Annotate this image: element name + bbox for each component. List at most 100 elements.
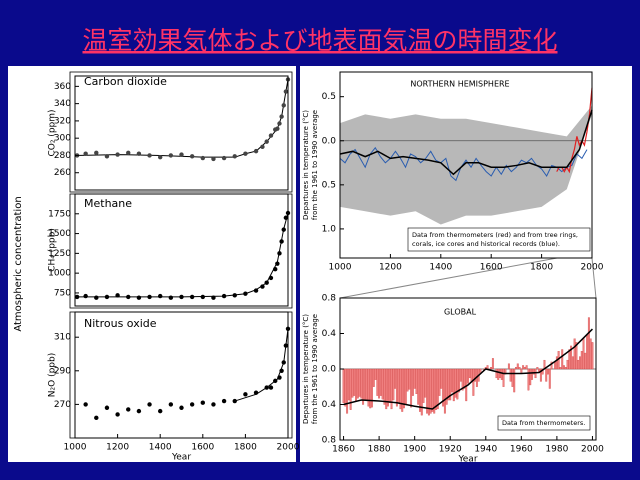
- bar: [360, 368, 363, 399]
- bar: [358, 368, 361, 397]
- bar: [447, 368, 450, 401]
- curve: [234, 328, 289, 402]
- bar: [559, 367, 562, 370]
- bar: [378, 368, 381, 399]
- point: [158, 293, 163, 299]
- y-axis-label: N₂O (ppb): [48, 353, 58, 397]
- bar: [376, 368, 379, 396]
- point: [126, 150, 131, 156]
- x-axis-label: Year: [457, 455, 477, 465]
- slide-title: 温室効果気体および地表面気温の時間変化: [82, 26, 557, 55]
- bar: [529, 368, 532, 386]
- y-tick-label: 320: [54, 116, 71, 126]
- bar: [573, 338, 576, 370]
- panel-frame: [69, 71, 293, 193]
- note-box: [407, 227, 591, 252]
- bar: [541, 368, 544, 375]
- bar: [388, 368, 391, 403]
- bar: [440, 368, 443, 389]
- x-tick-label: 1600: [191, 443, 214, 453]
- point: [179, 152, 184, 157]
- y-tick-label: 340: [54, 99, 71, 109]
- point: [126, 294, 131, 300]
- y-axis-label: from the 1961 to 1990 average: [311, 110, 319, 220]
- left-panel: [8, 66, 296, 462]
- bar: [397, 368, 400, 403]
- point: [200, 400, 205, 405]
- bar: [410, 368, 413, 408]
- bar: [394, 368, 397, 389]
- plot-frame: [74, 193, 289, 307]
- y-tick-label: 0.0: [322, 365, 337, 375]
- y-tick-label: 270: [54, 400, 71, 410]
- bar: [571, 356, 574, 370]
- bar: [403, 368, 405, 409]
- bar: [413, 368, 416, 389]
- bar: [454, 368, 457, 398]
- point: [147, 402, 152, 407]
- bar: [349, 368, 352, 410]
- point: [126, 407, 131, 412]
- y-tick-label: 0.4: [322, 400, 337, 410]
- bar: [351, 368, 354, 398]
- note-text: corals, ice cores and historical records…: [412, 240, 560, 248]
- point: [232, 293, 237, 298]
- panel-title: GLOBAL: [444, 308, 477, 317]
- bar: [420, 368, 423, 416]
- panel-title: NORTHERN HEMISPHERE: [410, 80, 509, 89]
- bar: [445, 368, 448, 405]
- point: [243, 392, 248, 397]
- y-tick-label: 0.0: [322, 136, 337, 146]
- point: [279, 368, 284, 373]
- bar: [555, 356, 558, 370]
- bar: [435, 368, 437, 410]
- bar: [449, 368, 452, 401]
- point: [136, 408, 142, 414]
- panel-title: Nitrous oxide: [84, 317, 157, 330]
- bar: [404, 368, 407, 405]
- plot-frame: [74, 75, 289, 191]
- bar: [406, 368, 409, 392]
- y-axis-label: Departures in temperature (°C): [302, 110, 310, 220]
- plot-frame: [339, 71, 593, 259]
- bar: [363, 368, 366, 400]
- y-tick-label: 0.8: [322, 436, 337, 446]
- bar: [566, 359, 569, 370]
- bar: [426, 368, 429, 414]
- series-line: [339, 146, 588, 182]
- bar: [582, 338, 585, 370]
- bar: [347, 368, 350, 401]
- bar: [490, 367, 493, 370]
- point: [275, 261, 280, 266]
- bar: [479, 368, 482, 373]
- bar: [516, 363, 519, 370]
- bar: [401, 368, 404, 412]
- bar: [504, 368, 507, 375]
- point: [283, 89, 289, 94]
- x-tick-label: 1900: [403, 445, 426, 455]
- x-tick-label: 1600: [480, 263, 503, 273]
- bar: [523, 367, 526, 370]
- bar: [515, 367, 517, 370]
- point: [221, 293, 227, 299]
- y-tick-label: 290: [54, 366, 71, 376]
- bar: [387, 368, 389, 407]
- point: [115, 152, 120, 157]
- x-tick-label: 1200: [379, 263, 402, 273]
- bar: [417, 368, 420, 405]
- point: [283, 343, 289, 348]
- y-axis-label: CH₄ (ppb): [48, 228, 58, 272]
- bar: [520, 368, 523, 373]
- y-tick-label: 360: [54, 82, 71, 92]
- point: [243, 151, 248, 156]
- y-tick-label: 750: [54, 288, 71, 298]
- bar: [531, 368, 533, 380]
- bar: [379, 368, 382, 396]
- bar: [369, 368, 372, 409]
- bar: [372, 368, 375, 387]
- panel-title: Methane: [84, 197, 132, 210]
- point: [264, 139, 269, 144]
- x-tick-label: 1400: [429, 263, 452, 273]
- series-line: [343, 328, 593, 410]
- point: [104, 154, 110, 159]
